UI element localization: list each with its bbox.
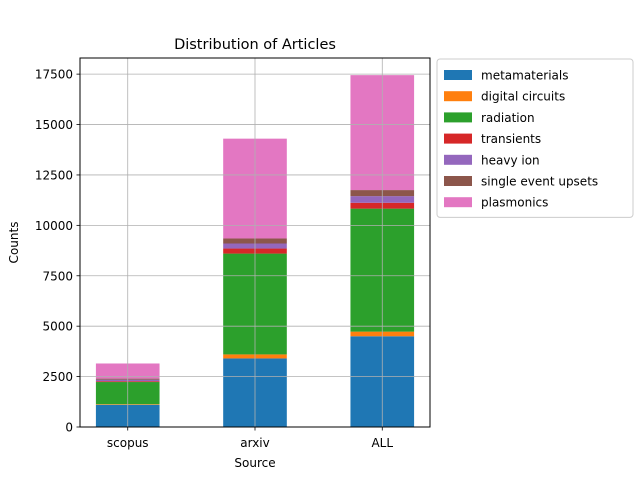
legend-label: plasmonics xyxy=(481,196,548,210)
legend-label: metamaterials xyxy=(481,69,568,83)
y-axis-label: Counts xyxy=(7,222,21,264)
x-tick-label: ALL xyxy=(371,436,393,450)
legend-swatch xyxy=(444,176,472,186)
y-tick-label: 12500 xyxy=(35,168,73,182)
y-tick-label: 2500 xyxy=(42,370,73,384)
y-tick-label: 5000 xyxy=(42,320,73,334)
x-tick-label: arxiv xyxy=(240,436,270,450)
legend-swatch xyxy=(444,112,472,123)
legend-label: transients xyxy=(481,132,541,146)
legend-label: radiation xyxy=(481,111,535,125)
legend-label: digital circuits xyxy=(481,90,565,104)
legend-swatch xyxy=(444,133,472,144)
ticks-layer: 0 2500 5000 7500 10000 12500 15000 17500 scopus a… xyxy=(35,68,394,450)
legend-swatch xyxy=(444,154,472,165)
y-tick-label: 10000 xyxy=(35,219,73,233)
y-tick-label: 7500 xyxy=(42,269,73,283)
chart-title: Distribution of Articles xyxy=(174,37,336,53)
legend-label: heavy ion xyxy=(481,153,540,167)
y-tick-label: 0 xyxy=(65,421,73,435)
legend-label: single event upsets xyxy=(481,175,598,189)
x-tick-label: scopus xyxy=(107,436,149,450)
y-tick-label: 17500 xyxy=(35,68,73,82)
legend-box xyxy=(436,58,634,218)
legend-swatch xyxy=(444,197,472,208)
x-axis-label: Source xyxy=(234,456,275,470)
y-tick-label: 15000 xyxy=(35,118,73,132)
legend-swatch xyxy=(444,91,472,102)
legend: metamaterials digital circuits radiation tr… xyxy=(436,58,634,218)
legend-swatch xyxy=(444,70,472,80)
